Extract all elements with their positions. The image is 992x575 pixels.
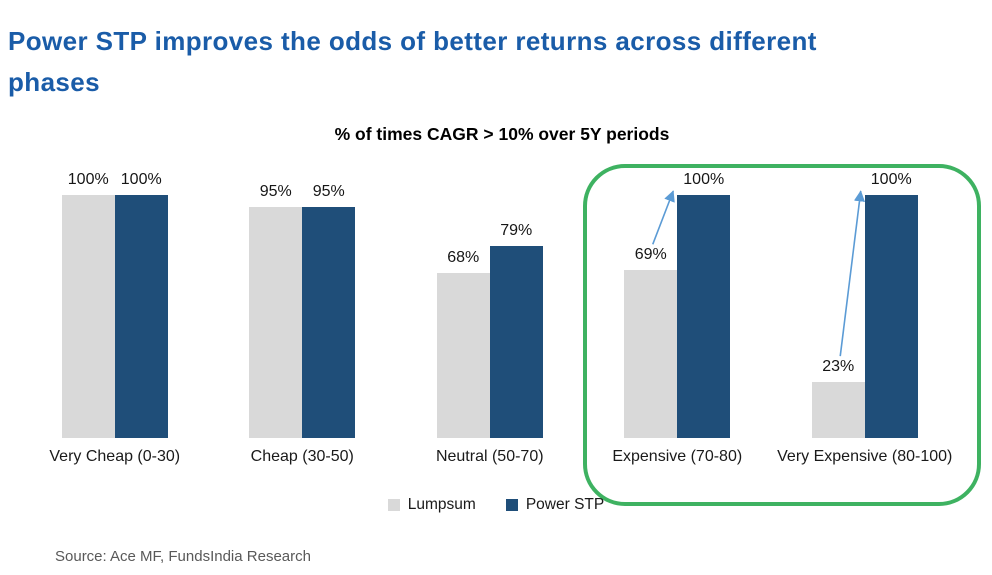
- lumpsum-swatch-icon: [387, 499, 400, 511]
- value-label: 69%: [634, 246, 667, 264]
- bar-lumpsum: [436, 272, 490, 438]
- bar-lumpsum: [811, 382, 865, 438]
- bar-power-stp: [864, 195, 918, 438]
- bar-lumpsum: [249, 207, 303, 438]
- bar-power-stp: [114, 195, 168, 438]
- value-label: 23%: [822, 358, 855, 376]
- chart-legend: Lumpsum Power STP: [0, 496, 992, 514]
- value-label: 95%: [312, 183, 345, 201]
- value-label: 95%: [259, 183, 292, 201]
- source-note: Source: Ace MF, FundsIndia Research: [55, 548, 311, 565]
- legend-label-lumpsum: Lumpsum: [407, 496, 476, 513]
- value-label: 100%: [67, 171, 109, 188]
- bar-power-stp: [302, 207, 356, 438]
- category-label: Expensive (70-80): [612, 448, 743, 465]
- legend-item-power-stp: Power STP: [505, 496, 605, 514]
- highlight-box: [583, 164, 981, 506]
- chart-title: % of times CAGR > 10% over 5Y periods: [334, 124, 670, 144]
- power-stp-swatch-icon: [505, 499, 518, 511]
- category-label: Very Expensive (80-100): [777, 448, 953, 465]
- page-title: Power STP improves the odds of better re…: [8, 26, 817, 97]
- value-label: 100%: [120, 171, 162, 188]
- value-label: 79%: [500, 222, 533, 240]
- value-label: 100%: [683, 171, 725, 188]
- value-label: 68%: [447, 248, 480, 266]
- legend-label-power-stp: Power STP: [525, 496, 605, 513]
- category-label: Cheap (30-50): [250, 448, 354, 465]
- bar-lumpsum: [61, 195, 115, 438]
- category-label: Neutral (50-70): [435, 448, 544, 465]
- legend-item-lumpsum: Lumpsum: [387, 496, 476, 514]
- bar-lumpsum: [624, 270, 678, 438]
- bar-power-stp: [489, 246, 543, 438]
- bar-power-stp: [677, 195, 731, 438]
- value-label: 100%: [870, 171, 912, 188]
- category-label: Very Cheap (0-30): [49, 448, 181, 465]
